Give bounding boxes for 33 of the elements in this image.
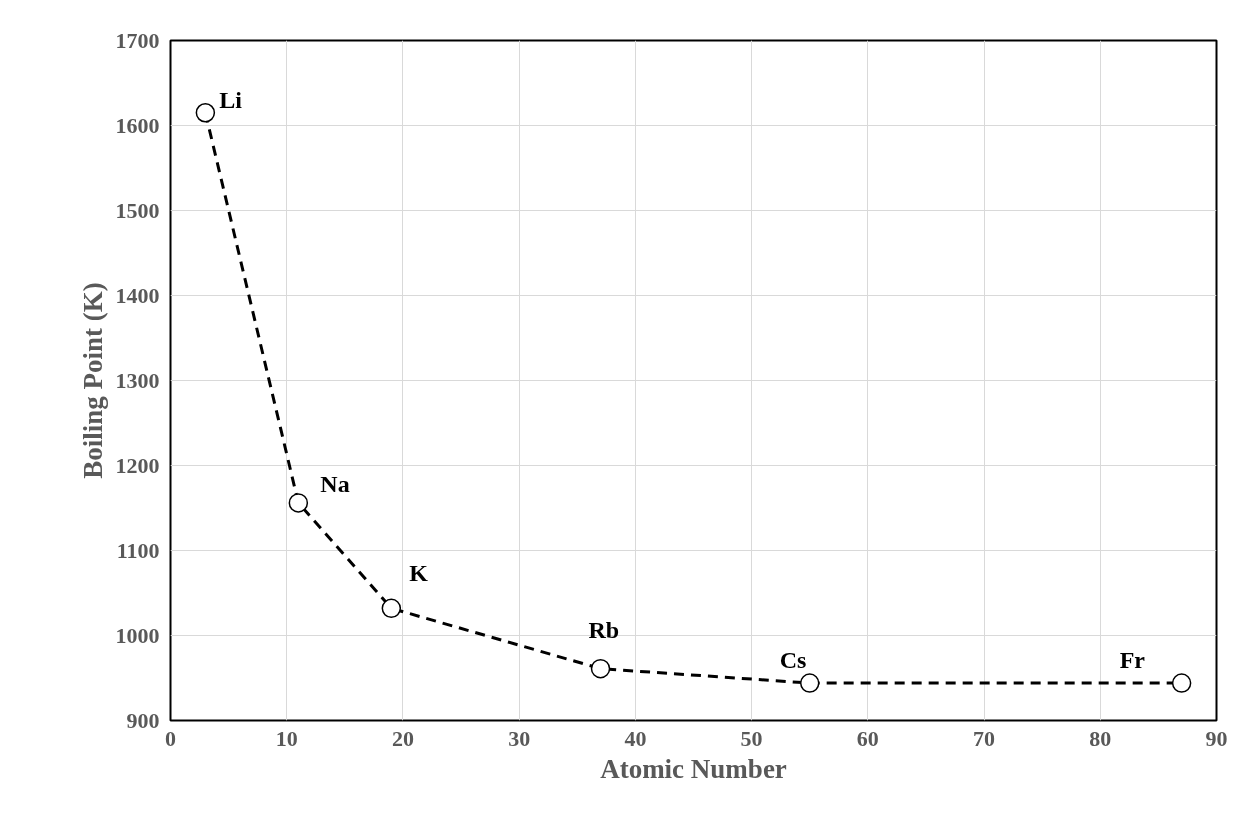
x-tick-label: 60 — [856, 725, 879, 751]
point — [590, 658, 611, 679]
x-tick-label: 0 — [165, 725, 176, 751]
y-tick-label: 1600 — [115, 112, 160, 138]
annotation: Na — [320, 470, 350, 497]
y-tick-label: 1500 — [115, 197, 160, 223]
annotation: K — [409, 560, 429, 587]
x-tick-label: 80 — [1089, 725, 1112, 751]
annotation: Fr — [1119, 647, 1146, 674]
x-tick-label: 70 — [973, 725, 996, 751]
point — [1171, 673, 1192, 693]
y-tick-label: 1400 — [115, 282, 160, 308]
point — [381, 598, 402, 619]
y-tick-label: 1200 — [115, 452, 160, 478]
y-tick-label: 1000 — [115, 622, 160, 648]
x-axis-title: Atomic Number — [600, 753, 787, 784]
y-axis-title: Boiling Point (K) — [77, 282, 108, 479]
point — [288, 493, 309, 513]
point — [195, 103, 216, 123]
x-tick-label: 40 — [624, 725, 647, 751]
annotation: Rb — [588, 616, 620, 643]
point — [799, 673, 820, 693]
x-tick-label: 10 — [275, 725, 298, 751]
annotation: Li — [219, 86, 243, 113]
y-tick-label: 1300 — [115, 367, 160, 393]
y-tick-label: 1100 — [116, 537, 160, 563]
y-tick-label: 1700 — [115, 27, 160, 53]
annotation: Cs — [779, 647, 807, 674]
x-tick-label: 50 — [740, 725, 763, 751]
x-tick-label: 20 — [391, 725, 414, 751]
x-tick-label: 90 — [1205, 725, 1228, 751]
y-tick-label: 900 — [126, 707, 160, 733]
x-tick-label: 30 — [508, 725, 531, 751]
